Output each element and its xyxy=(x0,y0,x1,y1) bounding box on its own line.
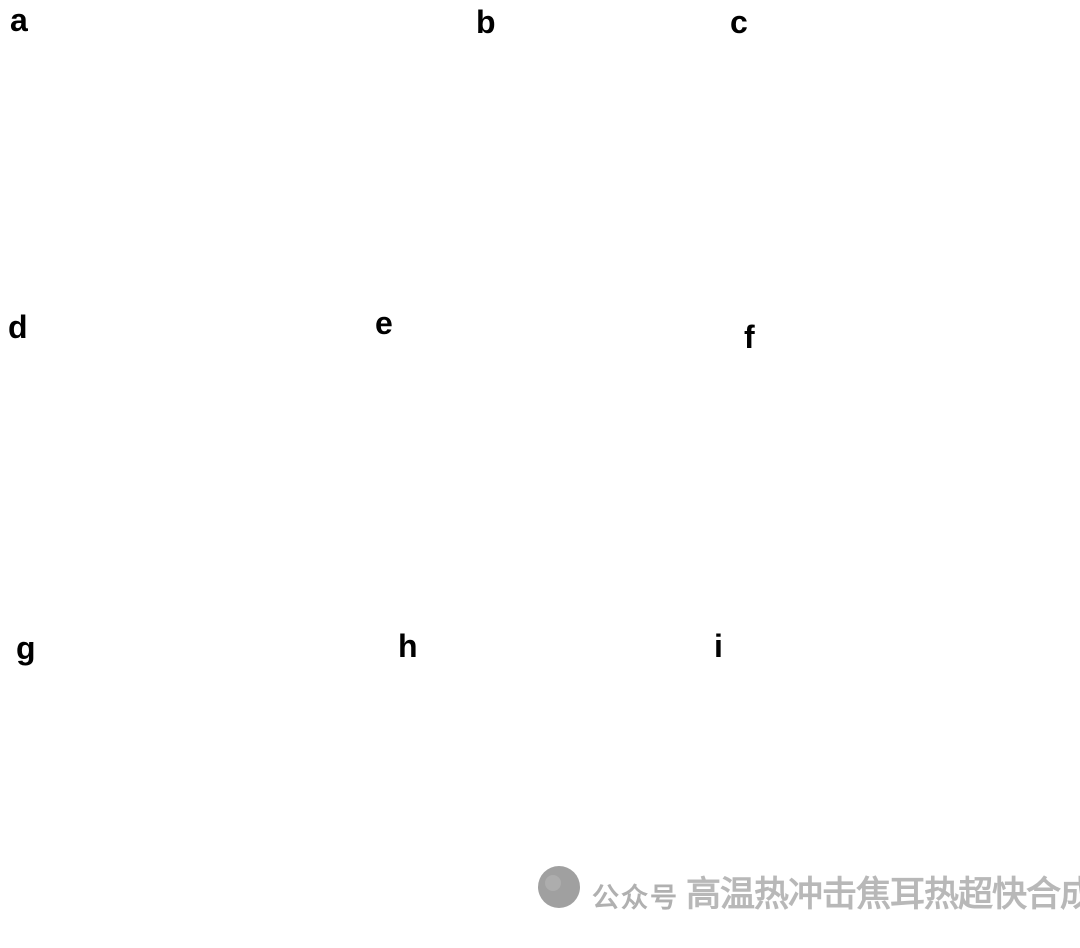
panel-h: h xyxy=(390,620,720,948)
panel-i-label: i xyxy=(714,628,723,664)
panel-d: d xyxy=(0,305,370,620)
panel-e-label: e xyxy=(375,305,393,341)
panel-b: b xyxy=(350,0,710,300)
panel-i: i xyxy=(700,620,1080,948)
panel-b-label: b xyxy=(476,4,496,40)
panel-h-label: h xyxy=(398,628,418,664)
panel-f-label: f xyxy=(744,319,755,355)
panel-f: f xyxy=(720,305,1080,620)
panel-d-chart xyxy=(0,305,370,620)
panel-g-label: g xyxy=(16,630,36,666)
panel-e: e xyxy=(370,305,720,620)
panel-c: c xyxy=(700,0,1080,300)
panel-a-label: a xyxy=(10,2,28,38)
panel-a-chart xyxy=(0,0,360,300)
panel-h-chart xyxy=(390,620,720,948)
panel-i-image xyxy=(700,620,1080,948)
panel-d-label: d xyxy=(8,309,28,345)
panel-e-chart xyxy=(370,305,720,620)
panel-g: g xyxy=(0,620,400,948)
panel-c-chart xyxy=(700,0,1080,300)
panel-b-chart xyxy=(350,0,710,300)
panel-c-label: c xyxy=(730,4,748,40)
panel-g-chart xyxy=(0,620,400,948)
panel-a: a xyxy=(0,0,360,300)
panel-f-chart xyxy=(720,305,1080,620)
